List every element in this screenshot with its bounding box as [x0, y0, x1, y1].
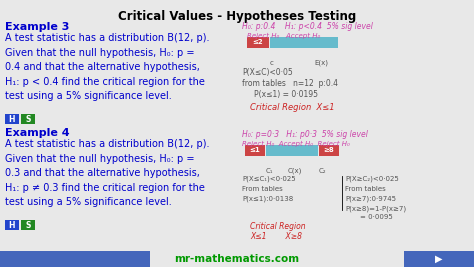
Text: P(x≥8)=1-P(x≥7): P(x≥8)=1-P(x≥7) [345, 205, 406, 211]
Text: Critical Region  X≤1: Critical Region X≤1 [250, 103, 335, 112]
FancyBboxPatch shape [266, 145, 318, 156]
Text: mr-mathematics.com: mr-mathematics.com [174, 254, 300, 264]
Text: P(x≤1):0·0138: P(x≤1):0·0138 [242, 196, 293, 202]
Text: H: H [9, 115, 15, 124]
Text: Given that the null hypothesis, H₀: p =
0.4 and that the alternative hypothesis,: Given that the null hypothesis, H₀: p = … [5, 48, 205, 101]
Text: E(x): E(x) [314, 60, 328, 66]
Text: From tables: From tables [242, 186, 283, 192]
FancyBboxPatch shape [5, 220, 19, 230]
Text: Example 4: Example 4 [5, 128, 70, 138]
Text: ≤2: ≤2 [253, 40, 264, 45]
Text: H₀: p=0·3   H₁: p⁠0·3  5% sig level: H₀: p=0·3 H₁: p⁠0·3 5% sig level [242, 130, 368, 139]
FancyBboxPatch shape [245, 145, 265, 156]
FancyBboxPatch shape [21, 220, 35, 230]
Text: P(X≤C)<0·05: P(X≤C)<0·05 [242, 68, 293, 77]
Text: C(x): C(x) [288, 168, 302, 175]
Text: c: c [270, 60, 274, 66]
FancyBboxPatch shape [404, 251, 474, 267]
Text: Given that the null hypothesis, H₀: p =
0.3 and that the alternative hypothesis,: Given that the null hypothesis, H₀: p = … [5, 154, 205, 207]
Text: A test statistic has a distribution B(12, p).: A test statistic has a distribution B(12… [5, 139, 210, 149]
FancyBboxPatch shape [5, 114, 19, 124]
Text: C₂: C₂ [319, 168, 327, 174]
Text: Example 3: Example 3 [5, 22, 69, 32]
Text: S: S [25, 115, 31, 124]
Text: ≤1: ≤1 [250, 147, 260, 154]
Text: H₀: p:0.4    H₁: p<0.4  5% sig level: H₀: p:0.4 H₁: p<0.4 5% sig level [242, 22, 373, 31]
Text: = 0·0095: = 0·0095 [360, 214, 393, 220]
Text: ≥8: ≥8 [324, 147, 334, 154]
FancyBboxPatch shape [270, 37, 338, 48]
Text: P(X≥C₂)<0·025: P(X≥C₂)<0·025 [345, 176, 399, 183]
Text: P(x≥7):0·9745: P(x≥7):0·9745 [345, 196, 396, 202]
Text: From tables: From tables [345, 186, 386, 192]
Text: H: H [9, 221, 15, 230]
Text: Reject H₀  Accept H₀  Reject H₀: Reject H₀ Accept H₀ Reject H₀ [242, 141, 350, 147]
Text: P(x≤1) = 0·0195: P(x≤1) = 0·0195 [254, 90, 318, 99]
FancyBboxPatch shape [247, 37, 269, 48]
FancyBboxPatch shape [21, 114, 35, 124]
Text: Critical Values - Hypotheses Testing: Critical Values - Hypotheses Testing [118, 10, 356, 23]
Text: A test statistic has a distribution B(12, p).: A test statistic has a distribution B(12… [5, 33, 210, 43]
Text: P(X≤C₁)<0·025: P(X≤C₁)<0·025 [242, 176, 296, 183]
Text: Critical Region: Critical Region [250, 222, 306, 231]
Text: C₁: C₁ [266, 168, 273, 174]
Text: X≤1        X≥8: X≤1 X≥8 [250, 232, 302, 241]
FancyBboxPatch shape [319, 145, 339, 156]
Text: from tables   n=12  p:0.4: from tables n=12 p:0.4 [242, 79, 338, 88]
FancyBboxPatch shape [0, 251, 150, 267]
Text: ▶: ▶ [435, 254, 443, 264]
Text: Reject H₀   Accept H₀: Reject H₀ Accept H₀ [247, 33, 320, 39]
Text: S: S [25, 221, 31, 230]
